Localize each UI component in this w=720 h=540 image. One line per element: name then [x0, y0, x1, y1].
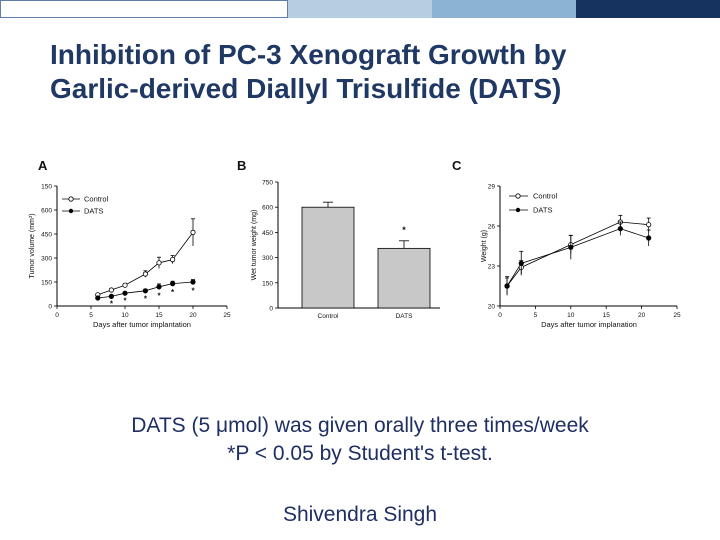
chart-c-ylabel: Weight (g)	[481, 230, 488, 262]
chart-a-point-dats	[122, 290, 128, 296]
panel-b-letter: B	[237, 158, 246, 173]
chart-a-point-dats	[95, 295, 101, 301]
chart-a: 0 150 300 450 600 150 0 5 10 15 20 25 Tumor volume…	[29, 184, 231, 330]
panel-c-letter: C	[452, 158, 462, 173]
chart-b-ytick-label: 300	[262, 255, 273, 262]
chart-b-ytick-label: 150	[262, 280, 273, 287]
chart-c-xtick-label: 10	[567, 312, 575, 319]
chart-a-ytick-label: 450	[41, 232, 52, 239]
chart-c-legend-control: Control	[533, 192, 558, 201]
chart-b: 0 150 300 450 600 750 Wet tumor weight (mg) C…	[251, 180, 440, 320]
chart-c-ytick-label: 29	[488, 184, 496, 191]
chart-a-point-control	[108, 287, 115, 293]
chart-c-xtick-label: 0	[498, 312, 502, 319]
chart-c-ytick-label: 20	[488, 304, 496, 311]
chart-a-xlabel: Days after tumor implantation	[93, 320, 191, 329]
chart-a-significance-star: *	[110, 300, 114, 309]
chart-a-ytick-label: 150	[41, 184, 52, 191]
chart-a-significance-star: *	[123, 296, 127, 305]
chart-a-legend-control: Control	[84, 195, 109, 204]
chart-c-xtick-label: 5	[534, 312, 538, 319]
header-band-3	[432, 0, 576, 18]
chart-c-line-dats	[506, 228, 649, 287]
chart-a-xtick-label: 10	[121, 312, 129, 319]
chart-b-ytick-label: 600	[262, 205, 273, 212]
chart-a-significance-star: *	[157, 292, 161, 301]
chart-b-bar-dats	[377, 247, 431, 309]
chart-c-legend: Control DATS	[509, 192, 558, 215]
chart-c-ytick-label: 23	[488, 264, 496, 271]
chart-a-point-dats	[190, 279, 196, 285]
chart-a-point-dats	[156, 284, 162, 290]
slide-title-line-2: Garlic-derived Diallyl Trisulfide (DATS)	[50, 73, 562, 104]
chart-a-xtick-label: 15	[155, 312, 163, 319]
chart-a-ytick-label: 150	[41, 280, 52, 287]
chart-b-significance-star: *	[402, 225, 406, 235]
chart-c-xtick-label: 25	[673, 312, 681, 319]
chart-a-line-control	[97, 232, 194, 296]
chart-b-ylabel: Wet tumor weight (mg)	[251, 210, 258, 281]
chart-a-xtick-label: 25	[223, 312, 231, 319]
chart-a-point-control	[190, 229, 196, 235]
slide-title-line-1: Inhibition of PC-3 Xenograft Growth by	[50, 39, 567, 70]
dosing-note: DATS (5 μmol) was given orally three tim…	[131, 414, 589, 437]
chart-b-bar-control	[301, 206, 355, 309]
chart-c-point-dats	[504, 283, 510, 289]
chart-a-point-dats	[108, 293, 115, 299]
chart-b-ytick-label: 450	[262, 230, 273, 237]
header-band-2	[288, 0, 432, 18]
chart-a-point-control	[142, 271, 148, 277]
header-band-1	[0, 0, 288, 18]
chart-a-significance-star: *	[191, 286, 195, 295]
chart-c-xtick-label: 20	[638, 312, 646, 319]
chart-a-ytick-label: 0	[48, 304, 52, 311]
chart-a-legend-dats-marker	[68, 208, 74, 214]
chart-c: 20 23 26 29 0 5 10 15 20 25 Weight (g) Days afte…	[481, 184, 681, 330]
chart-b-ytick-label: 0	[269, 306, 273, 313]
panel-a-letter: A	[38, 158, 48, 173]
slide-title: Inhibition of PC-3 Xenograft Growth by G…	[50, 38, 690, 106]
chart-a-legend: Control DATS	[62, 195, 109, 216]
chart-c-point-dats	[568, 244, 574, 250]
author-name: Shivendra Singh	[282, 503, 438, 526]
chart-a-point-dats	[142, 288, 148, 294]
chart-a-significance-star: *	[144, 294, 148, 303]
chart-a-ytick-label: 600	[41, 208, 52, 215]
chart-c-point-dats	[646, 235, 652, 241]
chart-a-point-control	[122, 282, 128, 288]
chart-a-significance-star: *	[171, 288, 175, 297]
chart-c-legend-dats: DATS	[533, 206, 552, 215]
chart-b-category-label: DATS	[396, 313, 414, 320]
chart-c-line-control	[506, 221, 649, 287]
chart-c-point-dats	[617, 226, 623, 232]
chart-c-point-dats	[518, 260, 524, 266]
chart-a-point-dats	[170, 280, 176, 287]
chart-b-category-label: Control	[318, 313, 340, 320]
chart-a-point-control	[170, 256, 176, 263]
header-band-4	[576, 0, 720, 18]
chart-a-ytick-label: 300	[41, 256, 52, 263]
chart-a-xtick-label: 20	[189, 312, 197, 319]
chart-c-ytick-label: 26	[488, 224, 496, 231]
chart-c-xlabel: Days after tumor implanation	[541, 320, 637, 329]
chart-a-legend-control-marker	[68, 196, 74, 202]
chart-b-ytick-label: 750	[262, 180, 273, 187]
chart-c-point-control	[646, 222, 652, 228]
chart-a-xtick-label: 5	[89, 312, 93, 319]
significance-note: *P < 0.05 by Student's t-test.	[227, 442, 493, 465]
chart-c-legend-control-marker	[515, 193, 521, 199]
chart-a-xtick-label: 0	[55, 312, 59, 319]
chart-c-legend-dats-marker	[515, 207, 521, 213]
chart-a-legend-dats: DATS	[84, 207, 103, 216]
chart-a-ylabel: Tumor volume (mm³)	[29, 213, 36, 278]
chart-a-point-control	[156, 260, 162, 266]
chart-c-xtick-label: 15	[603, 312, 611, 319]
